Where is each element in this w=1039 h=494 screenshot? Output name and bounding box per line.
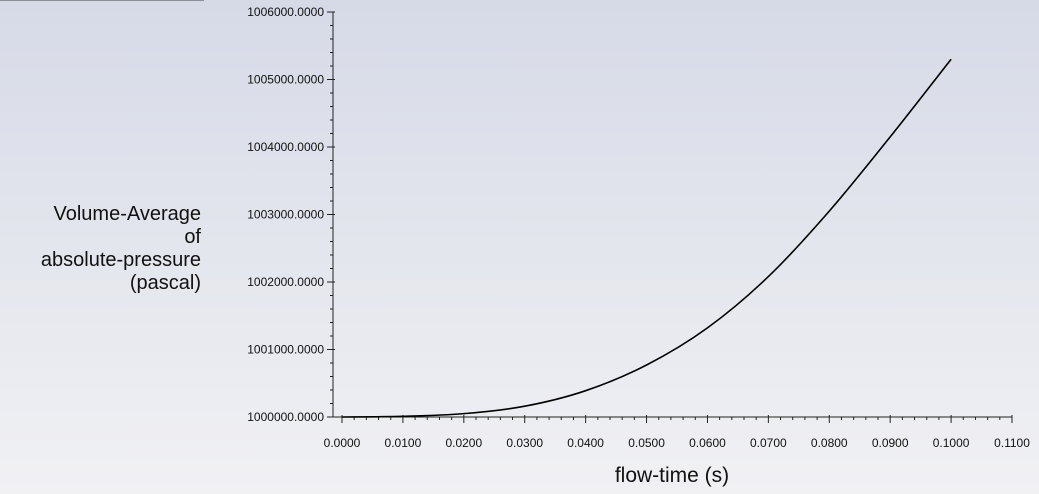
y-axis-label: Volume-Average of absolute-pressure (pas… [41,203,201,295]
x-tick-label: 0.0900 [872,436,909,450]
x-tick-label: 0.1100 [994,436,1030,450]
chart-ticks: 1000000.0000 1001000.0000 1002000.0000 1003… [247,5,1030,450]
y-axis-label-line-3: absolute-pressure [40,249,201,271]
x-tick-label: 0.0100 [385,436,422,450]
chart-axes [332,12,1012,418]
y-axis-label-line-4: (pascal) [129,272,201,294]
y-tick-label: 1001000.0000 [247,343,324,357]
corner-divider-line [0,0,204,1]
x-axis-label: flow-time (s) [615,464,729,487]
x-tick-label: 0.0400 [567,436,604,450]
x-tick-label: 0.0600 [689,436,726,450]
y-axis-label-line-2: of [184,226,201,248]
x-tick-label: 0.0300 [506,436,543,450]
x-tick-label: 0.0500 [628,436,665,450]
y-tick-label: 1004000.0000 [247,140,324,154]
x-tick-label: 0.0700 [750,436,787,450]
series-line [341,58,952,418]
y-tick-label: 1005000.0000 [247,73,324,87]
y-tick-label: 1002000.0000 [247,275,324,289]
y-tick-label: 1003000.0000 [247,208,324,222]
x-tick-label: 0.0000 [324,436,361,450]
x-tick-label: 0.1000 [933,436,970,450]
y-tick-label: 1006000.0000 [247,5,324,19]
y-tick-label: 1000000.0000 [247,410,324,424]
x-tick-label: 0.0800 [811,436,848,450]
y-axis-label-line-1: Volume-Average [53,203,202,225]
x-tick-label: 0.0200 [445,436,482,450]
chart-series [341,58,952,418]
